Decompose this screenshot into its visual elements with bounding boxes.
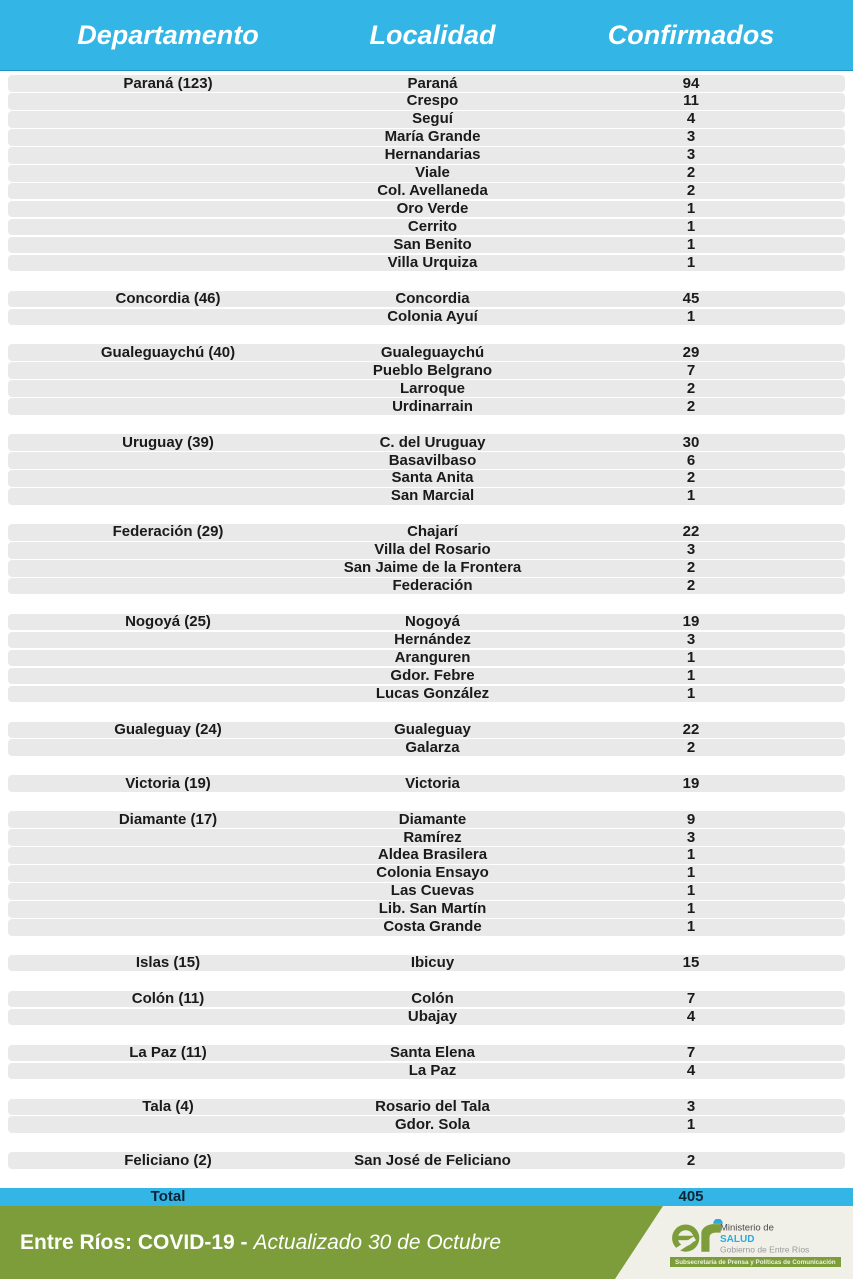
svg-text:Gobierno de Entre Ríos: Gobierno de Entre Ríos (720, 1245, 809, 1255)
svg-text:Ministerio de: Ministerio de (720, 1223, 774, 1234)
svg-text:SALUD: SALUD (720, 1234, 754, 1245)
